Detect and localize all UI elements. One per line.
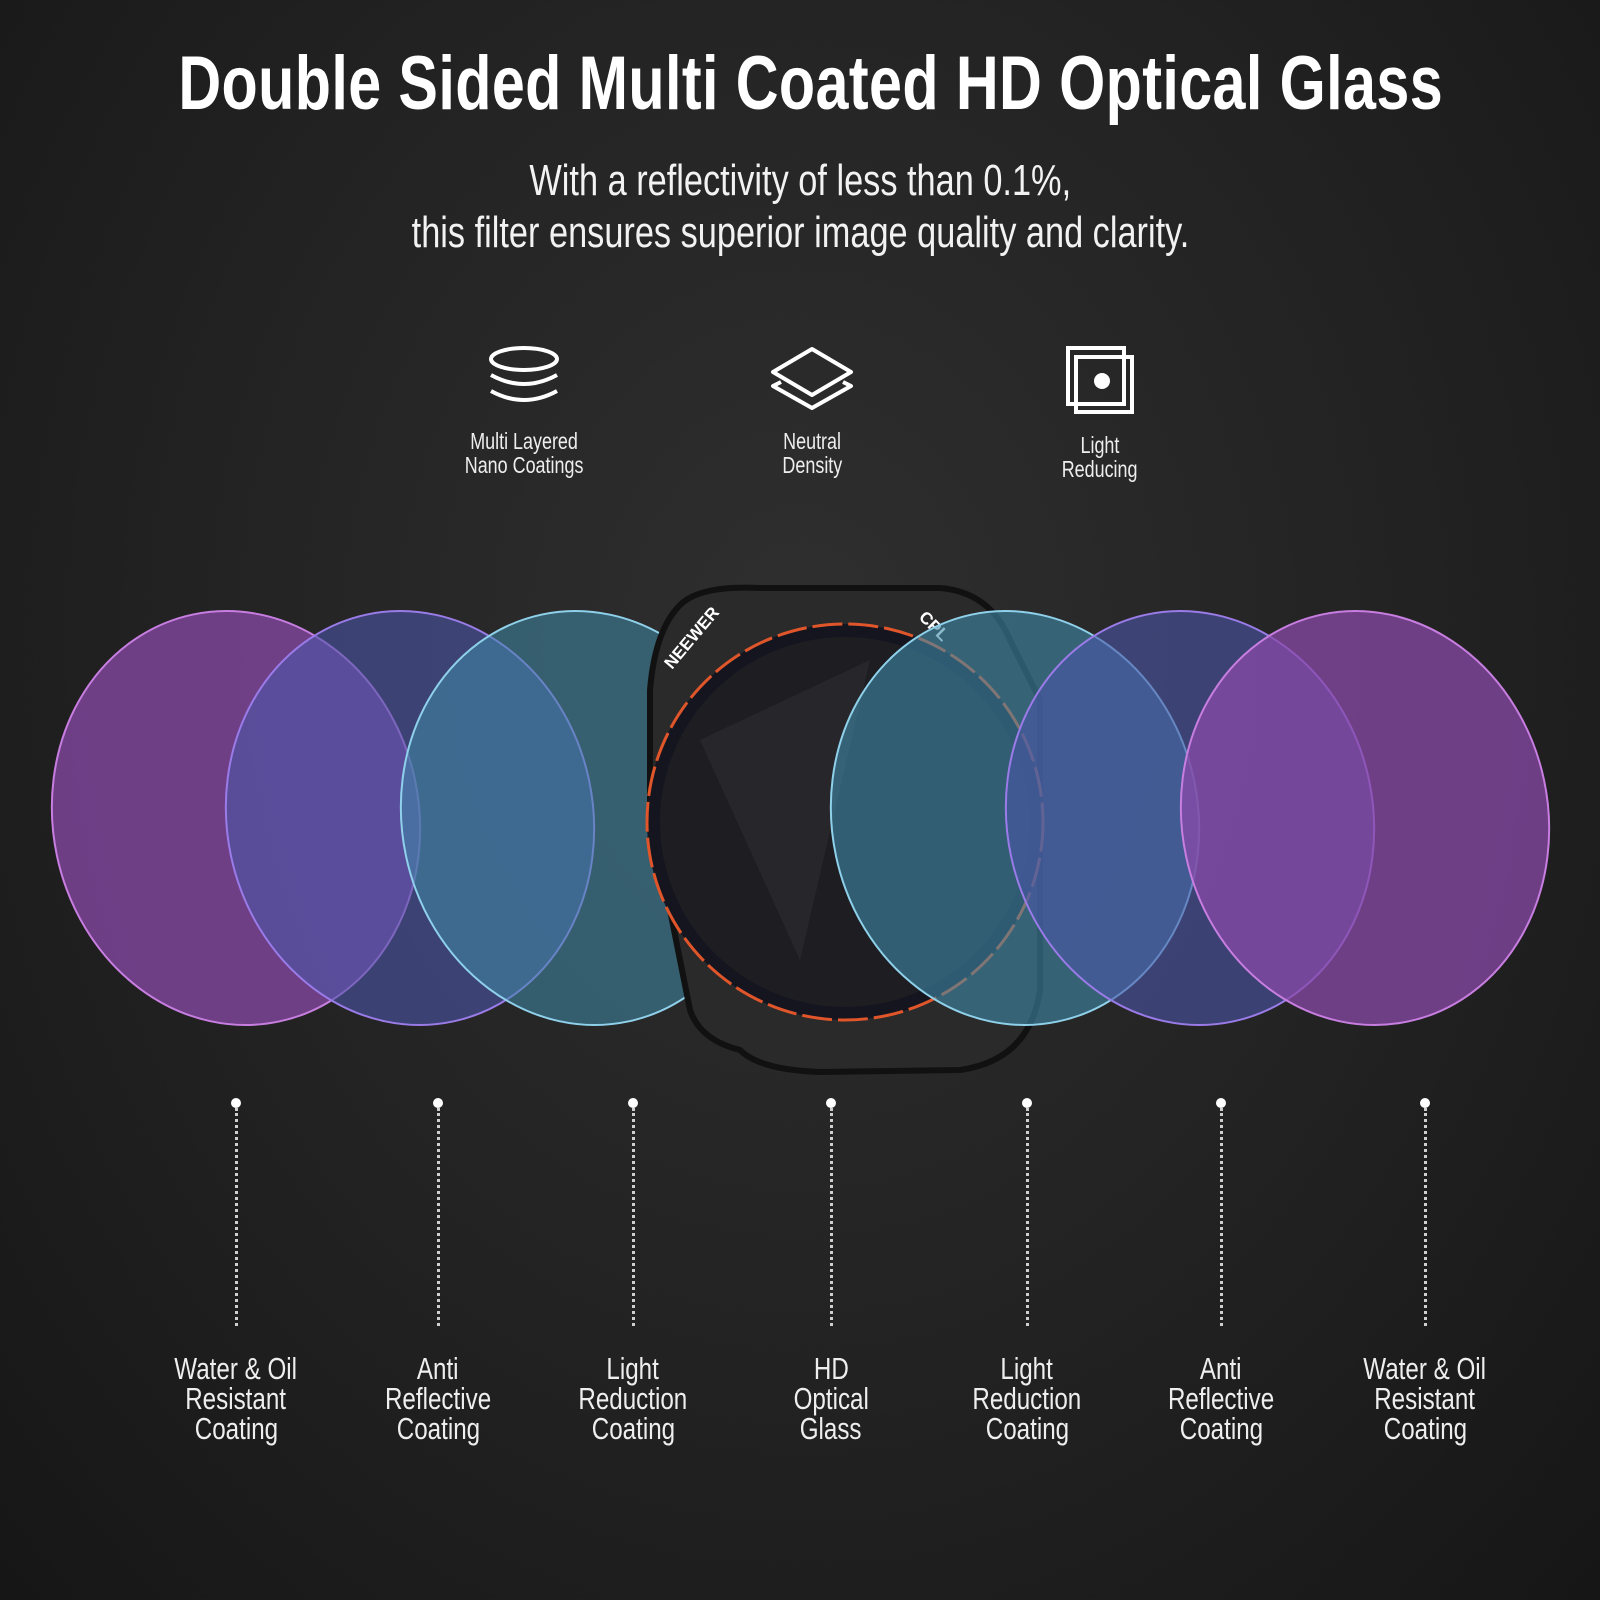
callout-light-reduction-left: Light Reduction Coating <box>533 1098 733 1444</box>
callout-water-oil-left: Water & Oil Resistant Coating <box>136 1098 336 1444</box>
callout-anti-reflective-left: Anti Reflective Coating <box>338 1098 538 1444</box>
page-title: Double Sided Multi Coated HD Optical Gla… <box>178 41 1444 126</box>
light-reducing-frames-icon <box>1066 346 1134 414</box>
subtitle-line-2: this filter ensures superior image quali… <box>411 208 1189 257</box>
callout-anti-reflective-right: Anti Reflective Coating <box>1121 1098 1321 1444</box>
layer-disc-right-purple <box>1179 610 1551 1026</box>
feature-multi-layered: Multi Layered Nano Coatings <box>404 345 644 477</box>
layers-icon <box>771 347 853 410</box>
callout-light-reduction-right: Light Reduction Coating <box>927 1098 1127 1444</box>
subtitle-line-1: With a reflectivity of less than 0.1%, <box>529 156 1071 205</box>
callout-water-oil-right: Water & Oil Resistant Coating <box>1325 1098 1525 1444</box>
callout-hd-optical-glass: HD Optical Glass <box>731 1098 931 1444</box>
stacked-discs-icon <box>489 346 559 402</box>
feature-light-reducing: Light Reducing <box>980 345 1220 481</box>
feature-neutral-density: Neutral Density <box>692 345 932 477</box>
coating-layers-illustration: NEEWER CPL <box>50 584 1551 1076</box>
subtitle: With a reflectivity of less than 0.1%, t… <box>0 155 1600 259</box>
